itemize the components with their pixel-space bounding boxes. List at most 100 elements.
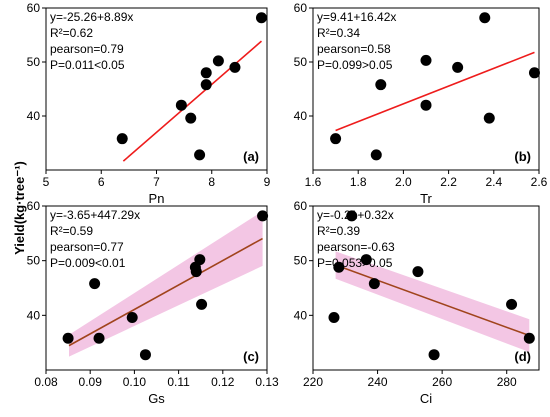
data-point: [428, 349, 440, 361]
data-point: [89, 278, 101, 290]
data-point: [523, 332, 535, 344]
y-tick-label: 50: [294, 55, 308, 69]
x-tick-label: 0.09: [79, 375, 103, 389]
y-tick-label: 50: [27, 55, 41, 69]
annotation-line: pearson=-0.63: [317, 240, 395, 254]
x-tick-label: 0.12: [211, 375, 235, 389]
data-point: [194, 149, 206, 161]
panel-tag: (d): [514, 349, 531, 364]
panel-a: 5 6 7 8 9 40 50 60 Pn y=-25.26+8.89x R²=0.62 pearso…: [27, 1, 271, 206]
plot-frame: [312, 7, 540, 171]
data-point: [333, 261, 345, 273]
annotation-line: R²=0.59: [50, 224, 93, 238]
data-point: [190, 266, 202, 278]
data-point: [506, 298, 518, 310]
x-axis-label: Tr: [420, 191, 432, 206]
annotation-line: y=-3.65+447.29x: [50, 208, 140, 222]
fit-line: [68, 237, 263, 347]
x-tick-label: 6: [98, 175, 105, 189]
x-tick-label: 5: [43, 175, 50, 189]
y-tick-label: 60: [27, 199, 41, 213]
x-tick-label: 2.2: [440, 175, 457, 189]
x-tick-label: 1.6: [305, 175, 322, 189]
data-point: [346, 210, 358, 222]
x-tick-label: 280: [497, 375, 517, 389]
data-point: [229, 61, 241, 73]
x-tick-label: 0.13: [255, 375, 279, 389]
annotation-line: P=0.099>0.05: [317, 58, 393, 72]
x-tick-label: 0.11: [167, 375, 190, 389]
data-point: [483, 112, 495, 124]
annotation-line: y=-25.26+8.89x: [50, 10, 133, 24]
confidence-band: [335, 251, 530, 352]
annotation-line: P=0.009<0.01: [50, 256, 126, 270]
x-axis-label: Pn: [149, 191, 165, 206]
data-point: [139, 349, 151, 361]
data-point: [330, 133, 342, 145]
data-point: [370, 149, 382, 161]
annotation-line: R²=0.34: [317, 26, 360, 40]
fit-line: [335, 51, 535, 132]
data-point: [196, 298, 208, 310]
data-point: [328, 312, 340, 324]
annotation-line: R²=0.39: [317, 224, 360, 238]
y-tick-label: 50: [294, 254, 308, 268]
annotation-line: y=9.41+16.42x: [317, 10, 396, 24]
fit-line: [122, 40, 262, 162]
y-tick-label: 60: [294, 199, 308, 213]
annotation-line: R²=0.62: [50, 26, 93, 40]
annotation-line: P=0.053>0.05: [317, 256, 393, 270]
data-point: [368, 278, 380, 290]
data-point: [528, 67, 540, 79]
plot-frame: [312, 205, 540, 371]
x-tick-label: 7: [153, 175, 160, 189]
annotation-line: P=0.011<0.05: [50, 58, 125, 72]
y-tick-label: 40: [294, 109, 308, 123]
x-tick-label: 0.10: [123, 375, 147, 389]
data-point: [479, 12, 491, 24]
data-point: [62, 332, 74, 344]
fit-line: [335, 264, 530, 337]
y-tick-label: 40: [27, 109, 41, 123]
y-tick-label: 60: [294, 1, 308, 15]
annotation-line: pearson=0.79: [50, 42, 124, 56]
confidence-band: [69, 211, 263, 357]
panel-tag: (a): [243, 149, 259, 164]
x-axis-label: Ci: [420, 391, 432, 406]
x-tick-label: 2.4: [485, 175, 502, 189]
x-tick-label: 240: [368, 375, 388, 389]
panel-c: 0.08 0.09 0.10 0.11 0.12 0.13 40 50 60 Gs y=-3.65+…: [27, 199, 279, 406]
data-point: [375, 79, 387, 91]
data-point: [200, 79, 212, 91]
data-point: [452, 61, 464, 73]
y-tick-label: 50: [27, 254, 41, 268]
panel-b: 1.6 1.8 2.0 2.2 2.4 2.6 40 50 60 Tr y=9.41+16.42x R…: [294, 1, 548, 206]
y-tick-label: 60: [27, 1, 41, 15]
data-point: [257, 210, 269, 222]
x-tick-label: 9: [264, 175, 271, 189]
data-point: [175, 99, 187, 111]
x-tick-label: 2.6: [531, 175, 548, 189]
data-point: [194, 254, 206, 266]
annotation-line: y=-0.21+0.32x: [317, 208, 394, 222]
data-point: [420, 99, 432, 111]
annotation-line: pearson=0.77: [50, 240, 124, 254]
data-point: [93, 332, 105, 344]
panel-d: 220 240 260 280 40 50 60 Ci y=-0.21+0.32x R²=0.39…: [294, 199, 540, 406]
data-point: [212, 55, 224, 67]
data-point: [200, 67, 212, 79]
data-point: [412, 266, 424, 278]
y-axis-label: Yield(kg·tree⁻¹): [12, 161, 27, 255]
data-point: [116, 133, 128, 145]
panel-tag: (c): [243, 349, 259, 364]
data-point: [420, 54, 432, 66]
x-tick-label: 8: [208, 175, 215, 189]
plot-frame: [45, 205, 268, 371]
x-tick-label: 0.08: [34, 375, 58, 389]
x-axis-label: Gs: [148, 391, 165, 406]
data-point: [360, 254, 372, 266]
data-point: [255, 12, 267, 24]
annotation-line: pearson=0.58: [317, 42, 391, 56]
data-point: [126, 312, 138, 324]
